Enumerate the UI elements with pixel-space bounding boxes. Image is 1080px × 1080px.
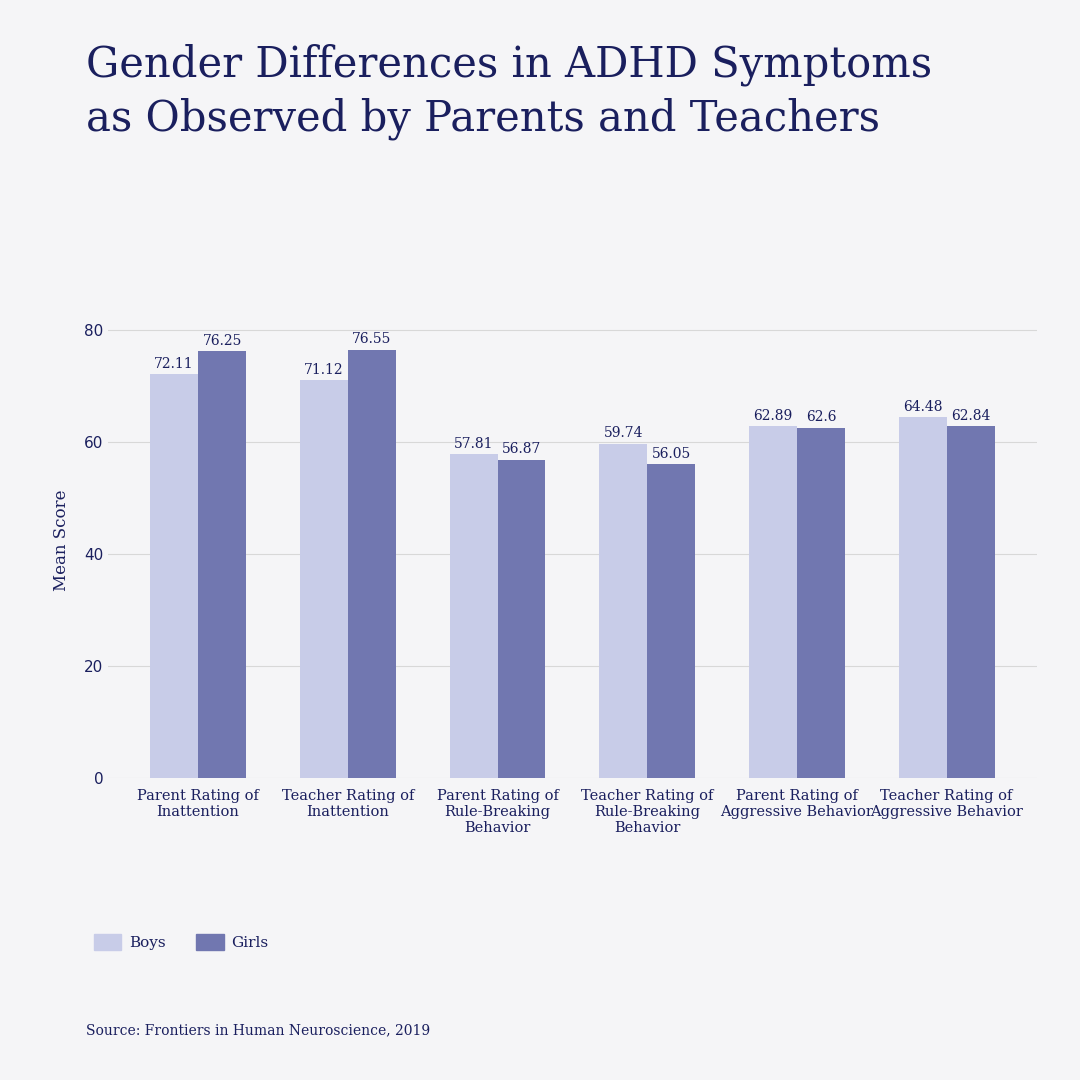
Text: 56.05: 56.05 — [651, 447, 691, 461]
Bar — [348, 350, 395, 778]
Text: 62.89: 62.89 — [754, 408, 793, 422]
Bar — [150, 375, 198, 778]
Text: 76.55: 76.55 — [352, 333, 391, 347]
Text: 64.48: 64.48 — [903, 400, 943, 414]
Legend: Boys, Girls: Boys, Girls — [87, 928, 274, 956]
Bar — [797, 428, 845, 778]
Text: Gender Differences in ADHD Symptoms
as Observed by Parents and Teachers: Gender Differences in ADHD Symptoms as O… — [86, 43, 932, 139]
Text: 72.11: 72.11 — [154, 357, 194, 372]
Bar — [899, 417, 947, 778]
Text: 71.12: 71.12 — [305, 363, 343, 377]
Bar — [498, 460, 545, 778]
Text: 62.84: 62.84 — [951, 409, 990, 423]
Bar — [300, 380, 348, 778]
Bar — [599, 444, 647, 778]
Bar — [750, 426, 797, 778]
Bar — [449, 455, 498, 778]
Text: 76.25: 76.25 — [202, 334, 242, 348]
Bar — [647, 464, 696, 778]
Text: 56.87: 56.87 — [502, 443, 541, 457]
Y-axis label: Mean Score: Mean Score — [53, 489, 70, 591]
Text: 57.81: 57.81 — [454, 437, 494, 451]
Text: 59.74: 59.74 — [604, 427, 643, 441]
Text: Source: Frontiers in Human Neuroscience, 2019: Source: Frontiers in Human Neuroscience,… — [86, 1023, 431, 1037]
Bar — [947, 427, 995, 778]
Text: 62.6: 62.6 — [806, 410, 836, 424]
Bar — [198, 351, 246, 778]
